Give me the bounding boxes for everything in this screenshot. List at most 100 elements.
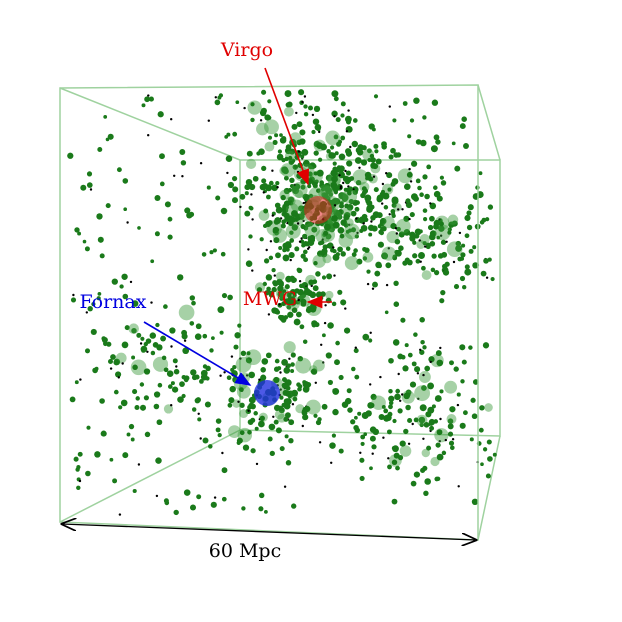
galaxy bbox=[397, 372, 400, 376]
galaxy bbox=[279, 371, 282, 374]
galaxy bbox=[94, 451, 101, 458]
galaxy bbox=[78, 479, 82, 483]
galaxy bbox=[393, 280, 399, 286]
galaxy bbox=[267, 115, 272, 120]
galaxy bbox=[259, 237, 264, 242]
galaxy bbox=[405, 404, 411, 411]
galaxy bbox=[388, 400, 394, 406]
galaxy bbox=[340, 135, 346, 141]
galaxy bbox=[415, 178, 421, 184]
galaxy bbox=[263, 208, 269, 214]
galaxy bbox=[388, 388, 393, 394]
galaxy bbox=[181, 393, 186, 399]
galaxy bbox=[423, 217, 428, 222]
galaxy bbox=[350, 227, 357, 233]
galaxy bbox=[205, 365, 211, 372]
galaxy bbox=[277, 149, 282, 154]
galaxy bbox=[285, 144, 292, 150]
galaxy bbox=[126, 432, 131, 437]
galaxy bbox=[343, 327, 351, 334]
galaxy bbox=[332, 248, 337, 254]
galaxy bbox=[393, 203, 402, 212]
galaxy bbox=[447, 230, 452, 235]
galaxy bbox=[349, 176, 355, 181]
galaxy bbox=[451, 220, 458, 227]
galaxy bbox=[356, 258, 363, 265]
galaxy bbox=[425, 242, 431, 248]
galaxy bbox=[110, 354, 116, 360]
galaxy bbox=[352, 189, 358, 195]
galaxy bbox=[433, 419, 439, 424]
galaxy bbox=[462, 410, 468, 416]
galaxy bbox=[355, 179, 362, 186]
galaxy bbox=[170, 404, 173, 407]
galaxy bbox=[155, 494, 159, 498]
galaxy bbox=[243, 106, 246, 110]
galaxy bbox=[471, 498, 479, 506]
galaxy bbox=[411, 422, 414, 426]
galaxy bbox=[366, 206, 373, 213]
galaxy bbox=[326, 148, 331, 154]
galaxy bbox=[345, 246, 351, 251]
galaxy bbox=[304, 194, 310, 200]
galaxy bbox=[472, 379, 479, 385]
galaxy bbox=[333, 209, 340, 217]
galaxy bbox=[331, 301, 337, 307]
galaxy bbox=[288, 252, 295, 259]
galaxy bbox=[134, 404, 140, 411]
galaxy bbox=[421, 385, 427, 391]
galaxy bbox=[403, 215, 410, 222]
galaxy bbox=[314, 322, 320, 328]
galaxy bbox=[279, 133, 283, 137]
galaxy bbox=[285, 385, 291, 391]
galaxy bbox=[308, 246, 311, 249]
galaxy bbox=[441, 450, 447, 456]
galaxy bbox=[427, 382, 435, 390]
galaxy bbox=[354, 346, 357, 349]
galaxy bbox=[283, 402, 291, 410]
galaxy bbox=[202, 437, 209, 444]
galaxy bbox=[303, 104, 308, 109]
galaxy bbox=[273, 404, 281, 412]
galaxy bbox=[169, 327, 176, 334]
galaxy bbox=[381, 225, 387, 232]
galaxy bbox=[323, 321, 327, 325]
galaxy bbox=[427, 224, 434, 231]
galaxy bbox=[217, 306, 225, 314]
galaxy bbox=[179, 381, 185, 387]
galaxy bbox=[362, 222, 365, 225]
galaxy bbox=[370, 215, 376, 221]
galaxy bbox=[194, 333, 202, 341]
scale-label: 60 Mpc bbox=[209, 540, 281, 562]
galaxy bbox=[403, 428, 409, 435]
galaxy bbox=[349, 145, 352, 149]
galaxy bbox=[236, 440, 241, 446]
galaxy bbox=[117, 376, 121, 379]
galaxy bbox=[244, 184, 251, 191]
galaxy bbox=[321, 333, 326, 338]
galaxy bbox=[325, 130, 341, 146]
galaxy bbox=[366, 148, 372, 154]
galaxy bbox=[337, 246, 343, 253]
galaxy bbox=[248, 234, 253, 239]
galaxy bbox=[345, 170, 352, 176]
galaxy bbox=[381, 246, 396, 261]
galaxy bbox=[85, 311, 89, 314]
galaxy bbox=[416, 372, 420, 375]
galaxy bbox=[354, 206, 360, 212]
galaxy bbox=[278, 245, 283, 251]
galaxy bbox=[302, 219, 305, 223]
galaxy bbox=[315, 271, 321, 277]
galaxy bbox=[471, 413, 478, 420]
galaxy bbox=[282, 254, 290, 262]
galaxy bbox=[79, 378, 82, 381]
galaxy bbox=[283, 200, 290, 207]
galaxy bbox=[182, 347, 190, 355]
galaxy bbox=[374, 149, 379, 154]
galaxy bbox=[291, 224, 298, 231]
galaxy bbox=[371, 287, 375, 290]
galaxy bbox=[303, 386, 308, 392]
galaxy bbox=[355, 200, 360, 205]
galaxy bbox=[239, 193, 246, 200]
galaxy bbox=[346, 388, 352, 394]
